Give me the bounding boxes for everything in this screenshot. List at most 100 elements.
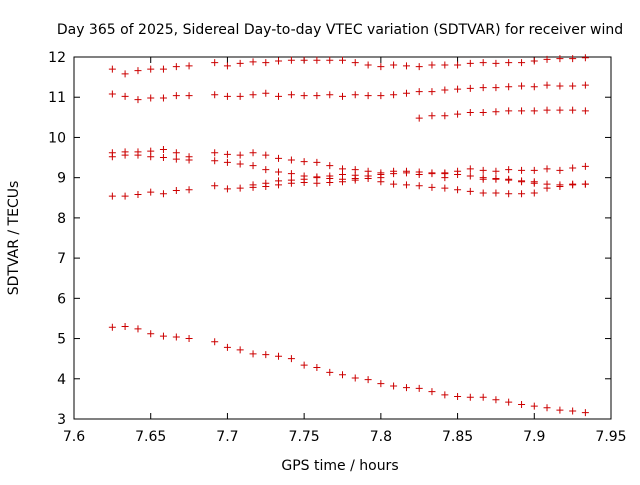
data-point — [159, 332, 167, 340]
y-tick-label: 5 — [57, 332, 66, 348]
data-point — [428, 88, 436, 96]
data-point — [121, 151, 129, 159]
data-point — [377, 380, 385, 388]
data-point — [466, 393, 474, 401]
data-point — [530, 402, 538, 410]
data-point — [505, 398, 513, 406]
data-point — [351, 91, 359, 99]
data-points — [108, 54, 589, 417]
data-point — [275, 92, 283, 100]
data-point — [569, 106, 577, 114]
y-tick-label: 11 — [48, 90, 66, 106]
data-point — [262, 166, 270, 174]
data-point — [466, 109, 474, 117]
data-point — [108, 192, 116, 200]
series-track-8 — [108, 322, 589, 417]
data-point — [377, 174, 385, 182]
data-point — [479, 393, 487, 401]
data-point — [530, 107, 538, 115]
data-point — [505, 166, 513, 174]
data-point — [339, 170, 346, 178]
data-point — [390, 382, 398, 390]
data-point — [479, 166, 487, 174]
data-point — [492, 396, 500, 404]
data-point — [454, 186, 462, 194]
data-point — [300, 158, 308, 166]
data-point — [479, 59, 487, 67]
data-point — [351, 59, 359, 67]
data-point — [402, 89, 410, 97]
data-point — [326, 91, 334, 99]
data-point — [543, 81, 551, 89]
data-point — [581, 180, 589, 188]
data-point — [339, 178, 346, 186]
data-point — [339, 56, 346, 64]
data-point — [415, 88, 423, 96]
data-point — [530, 178, 538, 186]
x-tick-label: 7.9 — [523, 429, 545, 445]
data-point — [172, 333, 180, 341]
data-point — [390, 180, 398, 188]
series-track-7 — [249, 170, 538, 189]
data-point — [518, 190, 526, 198]
data-point — [211, 182, 219, 190]
data-point — [518, 107, 526, 115]
data-point — [211, 91, 219, 99]
data-point — [581, 81, 589, 89]
data-point — [326, 368, 334, 376]
series-track-3 — [415, 106, 589, 122]
data-point — [441, 86, 449, 94]
data-point — [185, 62, 193, 70]
data-point — [505, 107, 513, 115]
data-point — [236, 59, 244, 67]
data-point — [275, 352, 283, 360]
data-point — [466, 187, 474, 195]
data-point — [108, 153, 116, 161]
x-tick-label: 7.7 — [216, 429, 238, 445]
data-point — [479, 189, 487, 197]
data-point — [300, 56, 308, 64]
series-track-4 — [108, 146, 589, 189]
data-point — [454, 167, 462, 175]
data-point — [236, 346, 244, 354]
data-point — [147, 94, 155, 102]
data-point — [134, 325, 142, 333]
data-point — [377, 63, 385, 71]
data-point — [466, 84, 474, 92]
data-point — [466, 172, 474, 180]
data-point — [287, 176, 295, 184]
data-point — [313, 364, 321, 372]
data-point — [556, 166, 564, 174]
y-tick-label: 12 — [48, 50, 66, 66]
data-point — [339, 371, 346, 379]
data-point — [364, 92, 372, 100]
data-point — [249, 181, 257, 189]
data-point — [172, 187, 180, 195]
x-tick-label: 7.85 — [442, 429, 473, 445]
data-point — [518, 401, 526, 409]
data-point — [492, 108, 500, 116]
data-point — [364, 61, 372, 69]
data-point — [287, 56, 295, 64]
data-point — [351, 171, 359, 179]
data-point — [147, 330, 155, 338]
data-point — [134, 96, 142, 104]
data-point — [441, 112, 449, 120]
data-point — [108, 90, 116, 98]
data-point — [518, 82, 526, 90]
data-point — [364, 376, 372, 384]
data-point — [530, 57, 538, 65]
data-point — [441, 61, 449, 69]
plot-frame — [73, 56, 612, 420]
data-point — [505, 59, 513, 67]
data-point — [326, 172, 334, 180]
data-point — [479, 109, 487, 117]
data-point — [441, 391, 449, 399]
data-point — [211, 338, 219, 346]
data-point — [262, 151, 270, 159]
data-point — [223, 185, 231, 193]
data-point — [454, 61, 462, 69]
data-point — [326, 56, 334, 64]
